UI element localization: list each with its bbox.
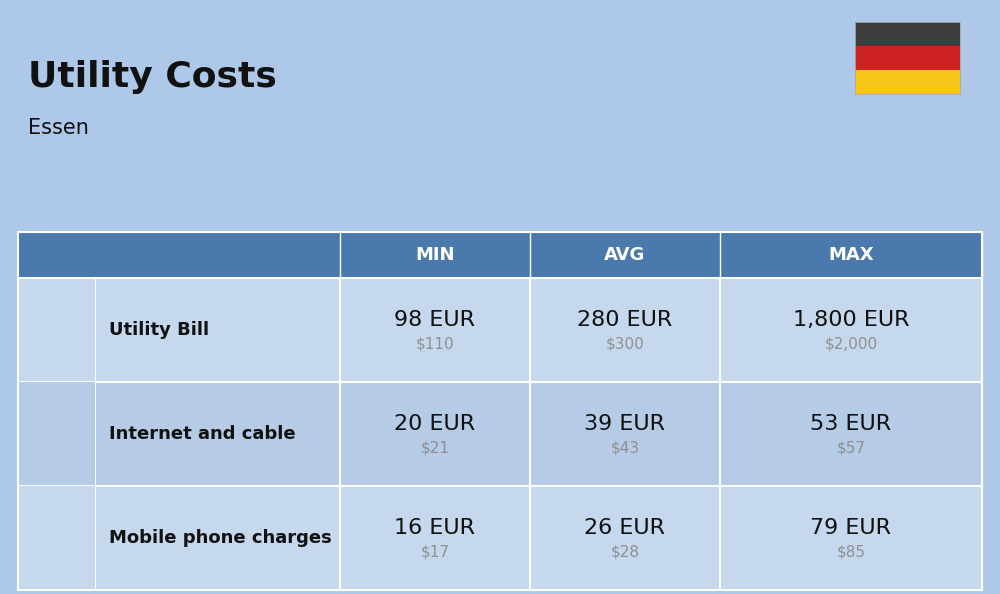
Text: 53 EUR: 53 EUR (810, 414, 892, 434)
Bar (18, 382, 982, 486)
Bar (855, 70, 960, 94)
Bar (18, 232, 982, 590)
Bar (855, 46, 960, 70)
Text: 20 EUR: 20 EUR (394, 414, 476, 434)
Text: 39 EUR: 39 EUR (584, 414, 666, 434)
Text: Utility Bill: Utility Bill (109, 321, 209, 339)
Text: $300: $300 (606, 336, 644, 352)
Text: 280 EUR: 280 EUR (577, 310, 673, 330)
Text: $28: $28 (610, 545, 640, 560)
Text: $110: $110 (416, 336, 454, 352)
Bar (18, 486, 982, 590)
Text: Essen: Essen (28, 118, 89, 138)
Text: $21: $21 (420, 441, 450, 456)
Bar (18, 382, 95, 486)
Text: MAX: MAX (828, 246, 874, 264)
Text: 16 EUR: 16 EUR (394, 518, 476, 538)
Text: Utility Costs: Utility Costs (28, 60, 277, 94)
Bar (18, 278, 95, 382)
Text: $17: $17 (420, 545, 450, 560)
Text: AVG: AVG (604, 246, 646, 264)
Text: Internet and cable: Internet and cable (109, 425, 296, 443)
Bar (855, 22, 960, 94)
Bar (18, 486, 95, 590)
Text: Mobile phone charges: Mobile phone charges (109, 529, 332, 547)
Text: $57: $57 (836, 441, 866, 456)
Bar (18, 232, 982, 278)
Text: 26 EUR: 26 EUR (584, 518, 666, 538)
Text: 1,800 EUR: 1,800 EUR (793, 310, 909, 330)
Text: $43: $43 (610, 441, 640, 456)
Bar (18, 278, 982, 382)
Bar (855, 22, 960, 46)
Text: MIN: MIN (415, 246, 455, 264)
Text: 79 EUR: 79 EUR (810, 518, 892, 538)
Text: $85: $85 (836, 545, 866, 560)
Text: 98 EUR: 98 EUR (394, 310, 476, 330)
Text: $2,000: $2,000 (824, 336, 878, 352)
